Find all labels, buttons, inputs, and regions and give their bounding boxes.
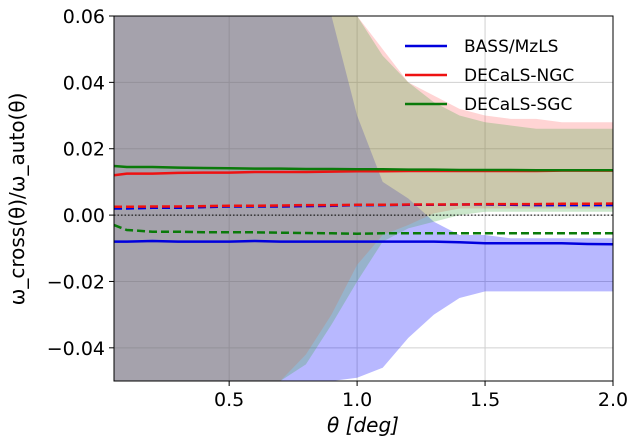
y-tick-label: 0.06 [63, 6, 105, 28]
series-lines [114, 164, 613, 246]
y-tick-label: −0.02 [47, 271, 105, 293]
solid-line-decals-sgc [114, 164, 613, 172]
x-axis-ticks: 0.5 1.0 1.5 2.0 [214, 381, 628, 411]
error-band-decals-sgc [114, 16, 613, 381]
x-tick-label: 2.0 [598, 389, 628, 411]
x-axis-label: θ [deg] [327, 413, 399, 437]
y-tick-label: 0.02 [63, 139, 105, 161]
y-axis-ticks: −0.04 −0.02 0.00 0.02 0.04 0.06 [47, 6, 114, 360]
x-tick-label: 0.5 [214, 389, 244, 411]
plot-frame [113, 15, 614, 382]
dashed-line-decals-sgc [114, 223, 613, 235]
legend-label-bass-mzls: BASS/MzLS [464, 37, 558, 57]
legend: BASS/MzLS DECaLS-NGC DECaLS-SGC [405, 37, 574, 115]
y-tick-label: 0.00 [63, 205, 105, 227]
legend-label-decals-sgc: DECaLS-SGC [464, 95, 572, 115]
error-bands [114, 16, 613, 381]
error-band-bass-mzls [114, 16, 613, 381]
solid-line-bass-mzls [114, 239, 613, 246]
legend-label-decals-ngc: DECaLS-NGC [464, 66, 574, 86]
y-tick-label: −0.04 [47, 338, 105, 360]
dashed-line-decals-ngc [114, 202, 613, 209]
error-band-decals-ngc [114, 16, 613, 381]
y-tick-label: 0.04 [63, 72, 105, 94]
x-tick-label: 1.5 [470, 389, 500, 411]
x-tick-label: 1.0 [342, 389, 372, 411]
y-axis-label: ω_cross(θ)/ω_auto(θ) [5, 93, 29, 306]
